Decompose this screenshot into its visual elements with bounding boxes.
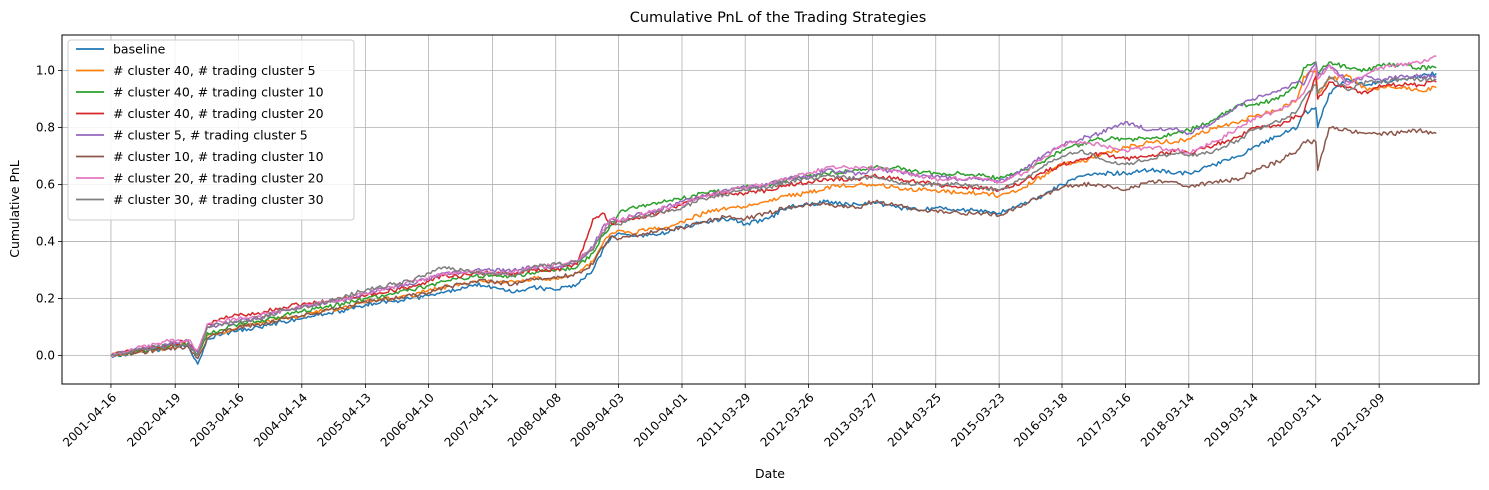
x-tick-label: 2021-03-09 [1328, 390, 1387, 449]
x-tick-label: 2009-04-03 [568, 390, 627, 449]
x-tick-label: 2017-03-16 [1075, 390, 1134, 449]
x-tick-label: 2016-03-18 [1011, 390, 1070, 449]
x-tick-label: 2008-04-08 [505, 390, 564, 449]
legend-label: baseline [113, 42, 166, 57]
series-line [110, 55, 1437, 358]
legend-label: # cluster 40, # trading cluster 5 [113, 63, 316, 78]
series-line [110, 61, 1437, 357]
y-tick-label: 0.4 [36, 235, 55, 249]
x-tick-label: 2004-04-14 [251, 390, 310, 449]
series-line [111, 125, 1437, 360]
x-tick-label: 2013-03-27 [821, 390, 880, 449]
x-tick-label: 2002-04-19 [124, 390, 183, 449]
x-tick-label: 2011-03-29 [694, 390, 753, 449]
x-tick-label: 2019-03-14 [1202, 390, 1261, 449]
x-tick-label: 2020-03-11 [1265, 390, 1324, 449]
chart-title: Cumulative PnL of the Trading Strategies [630, 10, 927, 26]
legend-label: # cluster 5, # trading cluster 5 [113, 128, 308, 143]
x-tick-label: 2014-03-25 [885, 390, 944, 449]
x-tick-label: 2007-04-11 [442, 390, 501, 449]
y-axis-ticks: 0.0 0.2 0.4 0.6 0.8 1.0 [36, 64, 62, 363]
legend-label: # cluster 30, # trading cluster 30 [113, 192, 324, 207]
legend-label: # cluster 40, # trading cluster 20 [113, 106, 324, 121]
x-tick-label: 2015-03-23 [948, 390, 1007, 449]
x-axis-label: Date [755, 466, 785, 481]
x-tick-label: 2018-03-14 [1138, 390, 1197, 449]
x-axis-ticks: 2001-04-16 2002-04-19 2003-04-16 2004-04-14… [60, 384, 1387, 450]
x-tick-label: 2012-03-26 [758, 390, 817, 449]
y-tick-label: 0.0 [36, 349, 55, 363]
x-tick-label: 2010-04-01 [631, 390, 690, 449]
x-tick-label: 2006-04-10 [378, 390, 437, 449]
x-tick-label: 2001-04-16 [60, 390, 119, 449]
x-tick-label: 2003-04-16 [188, 390, 247, 449]
series-line [110, 69, 1437, 357]
legend: baseline # cluster 40, # trading cluster … [67, 39, 355, 221]
x-tick-label: 2005-04-13 [315, 390, 374, 449]
y-axis-label: Cumulative PnL [7, 160, 22, 258]
legend-box [67, 39, 355, 221]
y-tick-label: 0.6 [36, 178, 55, 192]
y-tick-label: 0.8 [36, 121, 55, 135]
legend-label: # cluster 20, # trading cluster 20 [113, 171, 324, 186]
series-line [110, 75, 1437, 357]
legend-label: # cluster 40, # trading cluster 10 [113, 85, 324, 100]
y-tick-label: 1.0 [36, 64, 55, 78]
plot-frame [61, 34, 1480, 385]
y-tick-label: 0.2 [36, 292, 55, 306]
series-lines [110, 55, 1437, 365]
legend-label: # cluster 10, # trading cluster 10 [113, 149, 324, 164]
